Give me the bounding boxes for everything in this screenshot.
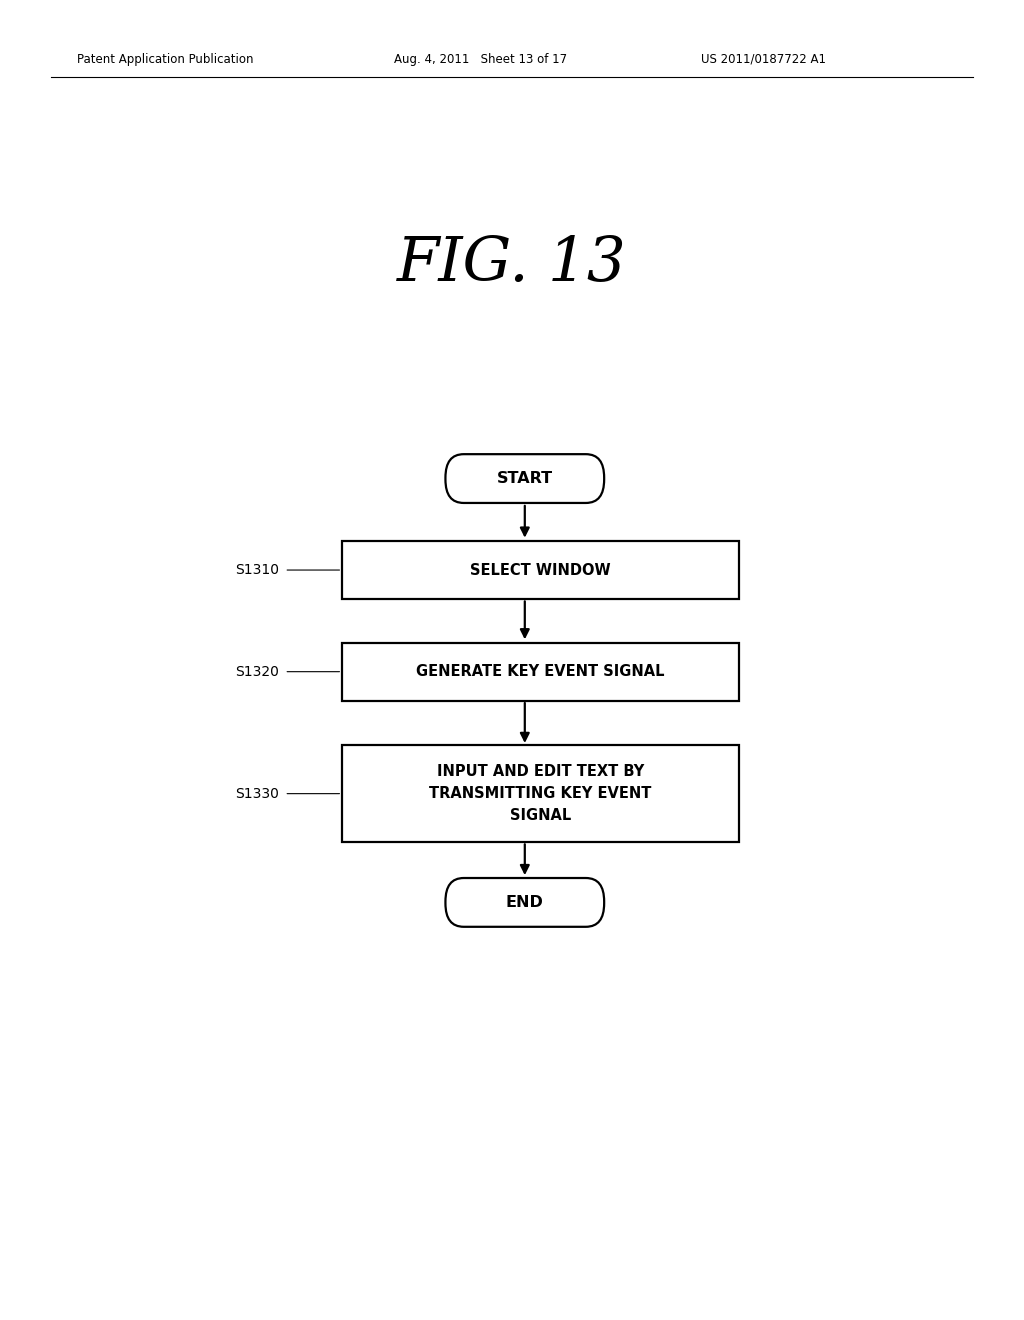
Text: GENERATE KEY EVENT SIGNAL: GENERATE KEY EVENT SIGNAL: [417, 664, 665, 680]
Text: US 2011/0187722 A1: US 2011/0187722 A1: [701, 53, 826, 66]
FancyBboxPatch shape: [445, 454, 604, 503]
Bar: [342, 746, 739, 842]
Text: END: END: [506, 895, 544, 909]
Text: Patent Application Publication: Patent Application Publication: [77, 53, 253, 66]
Text: FIG. 13: FIG. 13: [397, 234, 627, 294]
Text: S1320: S1320: [234, 665, 279, 678]
FancyBboxPatch shape: [445, 878, 604, 927]
Text: Aug. 4, 2011   Sheet 13 of 17: Aug. 4, 2011 Sheet 13 of 17: [394, 53, 567, 66]
Bar: [342, 643, 739, 701]
Text: SELECT WINDOW: SELECT WINDOW: [470, 562, 611, 578]
Text: S1330: S1330: [234, 787, 279, 801]
Bar: [342, 541, 739, 599]
Text: INPUT AND EDIT TEXT BY
TRANSMITTING KEY EVENT
SIGNAL: INPUT AND EDIT TEXT BY TRANSMITTING KEY …: [429, 764, 652, 824]
Text: S1310: S1310: [234, 564, 279, 577]
Text: START: START: [497, 471, 553, 486]
